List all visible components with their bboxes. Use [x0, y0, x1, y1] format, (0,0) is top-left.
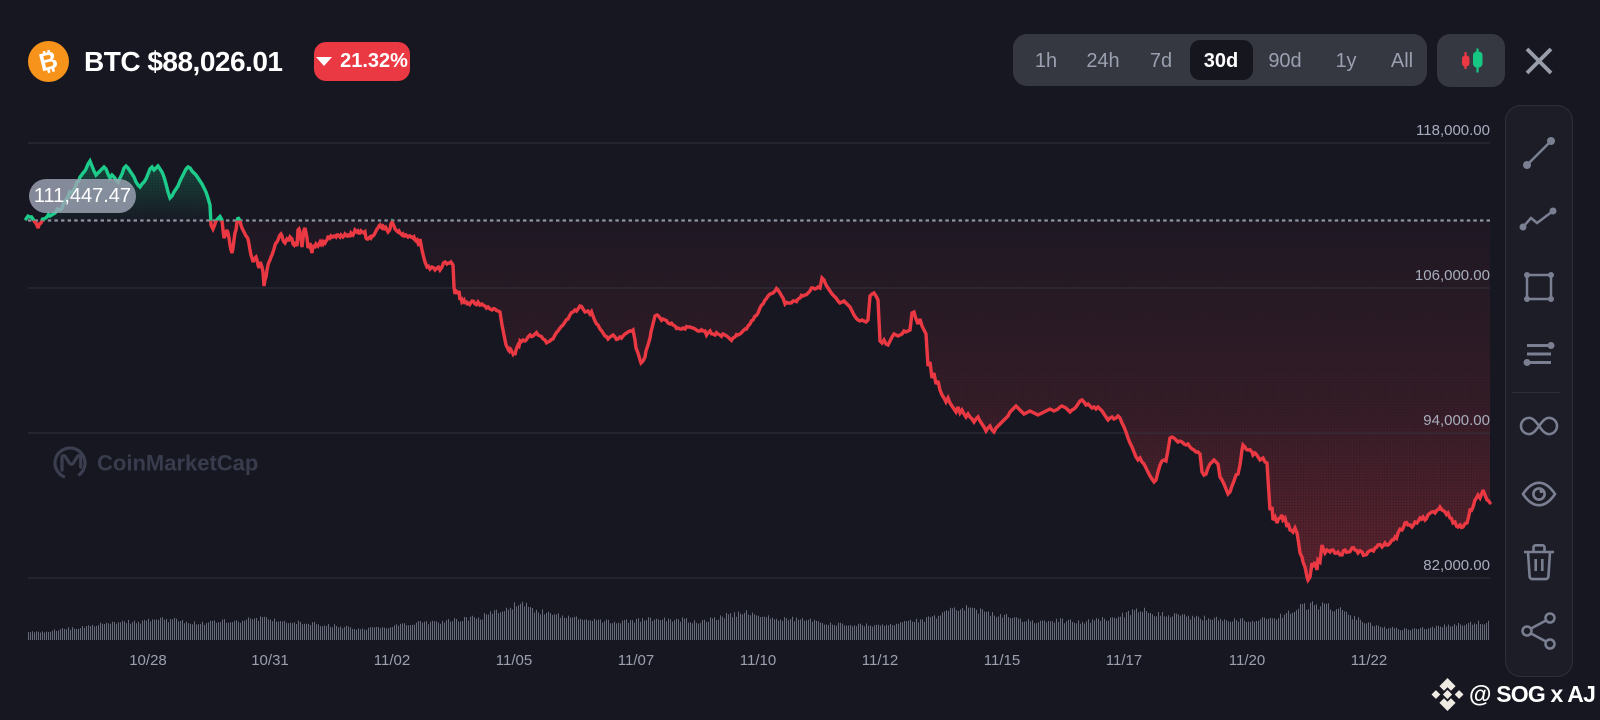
svg-text:CoinMarketCap: CoinMarketCap	[97, 451, 258, 476]
